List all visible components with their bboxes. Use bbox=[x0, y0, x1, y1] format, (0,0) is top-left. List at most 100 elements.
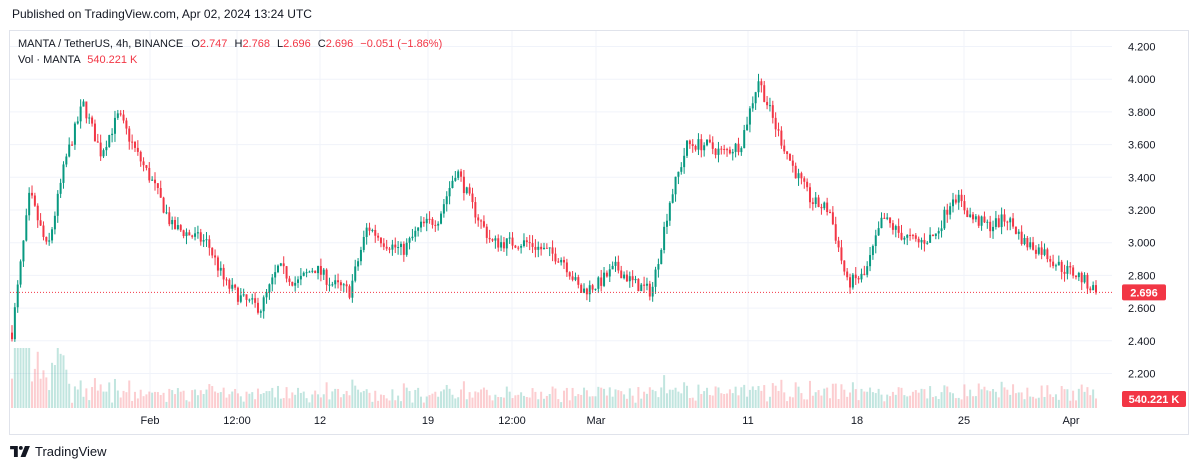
candle-body bbox=[357, 261, 360, 267]
volume-bar bbox=[1066, 389, 1069, 408]
candle-body bbox=[563, 259, 566, 263]
candle-body bbox=[53, 215, 56, 230]
volume-bar bbox=[176, 388, 179, 408]
candle-body bbox=[660, 250, 663, 265]
volume-bar bbox=[740, 387, 743, 408]
candle-body bbox=[817, 197, 820, 207]
volume-bar bbox=[88, 400, 91, 408]
volume-bar bbox=[946, 386, 949, 408]
volume-bar bbox=[136, 398, 139, 408]
volume-bar bbox=[31, 381, 34, 408]
volume-bar bbox=[251, 392, 254, 408]
volume-bar bbox=[854, 389, 857, 408]
volume-bar bbox=[56, 348, 59, 408]
volume-bar bbox=[731, 393, 734, 408]
volume-bar bbox=[93, 378, 96, 408]
candle-body bbox=[468, 187, 471, 194]
published-caption: Published on TradingView.com, Apr 02, 20… bbox=[12, 7, 312, 21]
candle-body bbox=[766, 101, 769, 106]
candle-body bbox=[302, 272, 305, 276]
volume-bar bbox=[256, 388, 259, 408]
volume-bar bbox=[465, 399, 468, 408]
volume-bar bbox=[617, 390, 620, 408]
candle-body bbox=[1032, 242, 1035, 250]
volume-bar bbox=[482, 387, 485, 408]
candle-body bbox=[165, 212, 168, 214]
open-value: 2.747 bbox=[199, 38, 228, 50]
candle-body bbox=[603, 272, 606, 286]
candle-body bbox=[946, 209, 949, 215]
volume-bar bbox=[76, 389, 79, 408]
time-axis-tick: 19 bbox=[422, 415, 434, 427]
footer-brand[interactable]: TradingView bbox=[35, 444, 107, 459]
volume-bar bbox=[377, 400, 380, 408]
candle-body bbox=[860, 273, 863, 280]
candle-body bbox=[683, 155, 686, 168]
volume-bar bbox=[359, 392, 362, 408]
candle-body bbox=[345, 284, 348, 287]
volume-bar bbox=[154, 391, 157, 408]
volume-bar bbox=[73, 386, 76, 408]
volume-bar bbox=[903, 395, 906, 408]
volume-bar bbox=[960, 399, 963, 408]
volume-bar bbox=[45, 377, 48, 408]
chart-pane[interactable] bbox=[9, 30, 1189, 435]
candle-body bbox=[268, 284, 271, 293]
candle-body bbox=[880, 217, 883, 229]
volume-bar bbox=[116, 390, 119, 408]
volume-bar bbox=[1000, 381, 1003, 408]
volume-bar bbox=[600, 387, 603, 408]
volume-bar bbox=[743, 384, 746, 408]
volume-bar bbox=[880, 394, 883, 408]
candle-body bbox=[294, 282, 297, 286]
volume-bar bbox=[774, 385, 777, 408]
volume-bar bbox=[291, 392, 294, 408]
tradingview-logo-icon[interactable] bbox=[10, 446, 30, 457]
volume-bar bbox=[851, 382, 854, 408]
volume-bar bbox=[914, 390, 917, 408]
volume-label[interactable]: Vol · MANTA bbox=[18, 54, 81, 66]
volume-bar bbox=[583, 387, 586, 408]
volume-bar bbox=[48, 390, 51, 408]
candle-body bbox=[420, 221, 423, 228]
candle-body bbox=[1069, 265, 1072, 268]
candle-body bbox=[794, 165, 797, 179]
volume-bar bbox=[282, 398, 285, 408]
volume-bar bbox=[1052, 397, 1055, 408]
volume-bar bbox=[394, 400, 397, 408]
candle-body bbox=[148, 167, 151, 181]
volume-bar bbox=[708, 394, 711, 408]
candle-body bbox=[757, 81, 760, 93]
candle-body bbox=[654, 269, 657, 287]
candle-body bbox=[617, 261, 620, 271]
volume-bar bbox=[234, 388, 237, 408]
candle-body bbox=[388, 248, 391, 250]
candle-body bbox=[1014, 226, 1017, 234]
candle-body bbox=[997, 218, 1000, 228]
candle-body bbox=[992, 226, 995, 232]
candle-body bbox=[417, 227, 420, 231]
candle-body bbox=[485, 226, 488, 238]
volume-bar bbox=[162, 392, 165, 408]
candle-body bbox=[191, 235, 194, 237]
candle-body bbox=[551, 247, 554, 254]
candle-body bbox=[1063, 271, 1066, 274]
volume-bar bbox=[786, 401, 789, 408]
candle-body bbox=[557, 261, 560, 263]
candle-body bbox=[746, 124, 749, 131]
candle-body bbox=[972, 214, 975, 220]
volume-bar bbox=[957, 397, 960, 408]
candle-body bbox=[823, 202, 826, 209]
volume-bar bbox=[1086, 387, 1089, 408]
candle-body bbox=[471, 193, 474, 203]
symbol-label[interactable]: MANTA / TetherUS, 4h, BINANCE bbox=[18, 38, 184, 50]
candle-body bbox=[786, 151, 789, 155]
volume-bar bbox=[42, 370, 45, 408]
candle-body bbox=[594, 288, 597, 290]
volume-bar bbox=[808, 380, 811, 408]
volume-bar bbox=[382, 395, 385, 408]
candle-body bbox=[800, 173, 803, 179]
volume-bar bbox=[59, 353, 62, 408]
candle-body bbox=[331, 284, 334, 286]
